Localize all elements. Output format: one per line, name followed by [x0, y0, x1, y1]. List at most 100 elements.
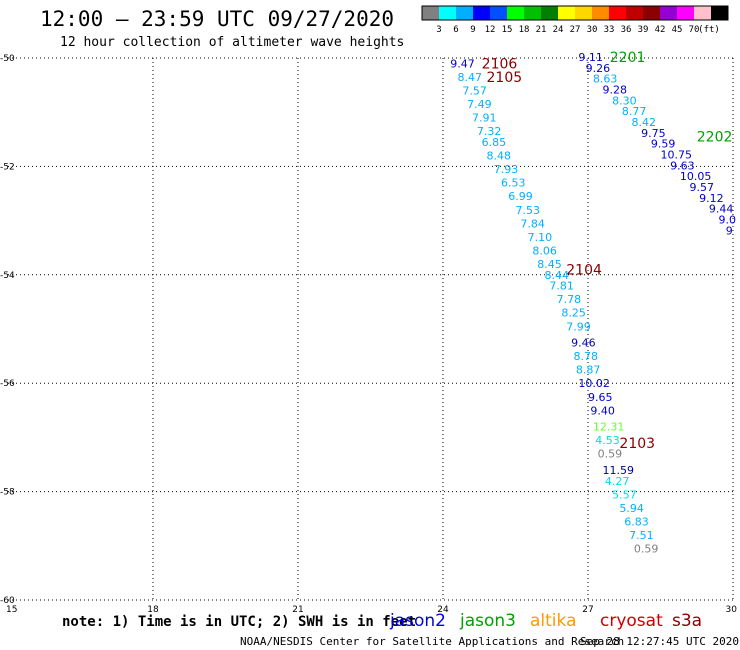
chart-subtitle: 12 hour collection of altimeter wave hei…	[60, 35, 404, 50]
x-tick-label: 24	[437, 605, 449, 615]
swh-data-label: 9.28	[603, 83, 628, 96]
colorbar-tick-label: 24	[553, 25, 564, 35]
swh-data-label: 6.85	[482, 136, 507, 149]
swh-data-label: 9.44	[709, 203, 734, 216]
plot-grid	[8, 57, 734, 601]
colorbar-swatch	[439, 6, 456, 20]
plot-data-labels: 9.478.477.577.497.917.326.858.487.936.53…	[450, 51, 736, 556]
swh-data-label: 8.44	[545, 269, 570, 282]
colorbar-swatch	[524, 6, 541, 20]
colorbar-tick-label: 6	[453, 25, 458, 35]
swh-data-label: 9	[726, 224, 733, 237]
colorbar-frame	[421, 5, 729, 21]
colorbar-tick-label: 18	[519, 25, 530, 35]
swh-data-label: 8.47	[458, 71, 483, 84]
footer-timestamp: Sep 28 12:27:45 UTC 2020	[580, 635, 739, 648]
colorbar-tick-label: 21	[536, 25, 547, 35]
swh-data-label: 6.53	[501, 177, 526, 190]
colorbar-swatch	[660, 6, 677, 20]
satellite-legend: jason2 jason3 altika cryosat s3a	[389, 611, 702, 631]
colorbar-unit: (ft)	[698, 25, 720, 35]
colorbar-swatch	[592, 6, 609, 20]
colorbar-tick-label: 33	[604, 25, 615, 35]
swh-data-label: 10.05	[680, 170, 712, 183]
track-number-label: 2103	[619, 436, 655, 452]
swh-data-label: 8.77	[622, 105, 647, 118]
swh-data-label: 11.59	[603, 464, 635, 477]
swh-data-label: 7.57	[462, 85, 487, 98]
swh-data-label: 9.47	[450, 57, 475, 70]
colorbar-tick-label: 39	[638, 25, 649, 35]
swh-data-label: 4.27	[605, 475, 630, 488]
swh-data-label: 7.32	[477, 125, 502, 138]
swh-data-label: 7.99	[566, 320, 591, 333]
swh-data-label: 5.57	[612, 488, 637, 501]
swh-data-label: 7.53	[516, 204, 541, 217]
colorbar-swatch	[558, 6, 575, 20]
y-tick-label: -50	[0, 54, 15, 64]
colorbar-tick-label: 3	[436, 25, 441, 35]
x-tick-label: 21	[292, 605, 303, 615]
y-tick-label: -54	[0, 271, 15, 281]
swh-data-label: 9.40	[590, 404, 615, 417]
footer-note: note: 1) Time is in UTC; 2) SWH is in fe…	[62, 614, 416, 630]
colorbar-swatch	[694, 6, 711, 20]
colorbar-tick-label: 30	[587, 25, 598, 35]
colorbar-tick-label: 15	[502, 25, 513, 35]
chart-title: 12:00 — 23:59 UTC 09/27/2020	[40, 7, 394, 31]
swh-data-label: 4.53	[595, 434, 620, 447]
colorbar-swatch	[643, 6, 660, 20]
y-tick-label: -58	[0, 488, 15, 498]
legend-s3a: s3a	[672, 611, 702, 631]
swh-data-label: 6.83	[624, 515, 649, 528]
colorbar-swatch	[609, 6, 626, 20]
x-tick-label: 27	[582, 605, 593, 615]
y-tick-label: -56	[0, 379, 15, 389]
swh-data-label: 8.42	[632, 116, 657, 129]
track-number-label: 2202	[697, 130, 733, 146]
swh-data-label: 9.65	[588, 391, 613, 404]
colorbar-swatch	[677, 6, 694, 20]
swh-data-label: 7.78	[557, 293, 582, 306]
swh-data-label: 7.84	[520, 217, 545, 230]
colorbar-tick-label: 36	[621, 25, 632, 35]
swh-data-label: 7.91	[472, 112, 497, 125]
swh-data-label: 8.78	[574, 350, 599, 363]
colorbar-tick-label: 12	[485, 25, 496, 35]
colorbar-swatch	[541, 6, 558, 20]
swh-data-label: 9.75	[641, 127, 666, 140]
colorbar-swatch	[422, 6, 439, 20]
colorbar-swatch	[507, 6, 524, 20]
track-number-label: 2104	[566, 262, 602, 278]
colorbar-swatch	[473, 6, 490, 20]
swh-data-label: 7.10	[528, 231, 553, 244]
swh-data-label: 8.30	[612, 94, 637, 107]
swh-data-label: 0.59	[634, 543, 659, 556]
colorbar-tick-label: 42	[655, 25, 666, 35]
swh-data-label: 7.49	[467, 98, 492, 111]
swh-data-label: 7.93	[494, 163, 519, 176]
colorbar-swatch	[575, 6, 592, 20]
swh-data-label: 8.48	[487, 150, 512, 163]
colorbar-tick-label: 70	[689, 25, 700, 35]
colorbar-swatch	[490, 6, 507, 20]
colorbar-swatch	[711, 6, 728, 20]
swh-data-label: 6.99	[508, 190, 533, 203]
swh-data-label: 5.94	[619, 502, 644, 515]
colorbar-legend: 3 6 9 12 15 18 21 24 27 30 33 36 39 42 45 70(ft)	[421, 5, 729, 35]
swh-data-label: 8.06	[532, 244, 557, 257]
x-tick-label: 18	[147, 605, 159, 615]
track-number-label: 2201	[610, 50, 646, 66]
y-tick-label: -60	[0, 596, 15, 606]
colorbar-swatch	[626, 6, 643, 20]
swh-data-label: 9.26	[586, 62, 611, 75]
track-number-label: 2106	[482, 56, 518, 72]
legend-altika: altika	[530, 611, 577, 631]
swh-data-label: 10.02	[578, 377, 610, 390]
y-tick-label: -52	[0, 162, 15, 172]
legend-jason3: jason3	[459, 611, 516, 631]
swh-data-label: 9.0	[719, 214, 737, 227]
